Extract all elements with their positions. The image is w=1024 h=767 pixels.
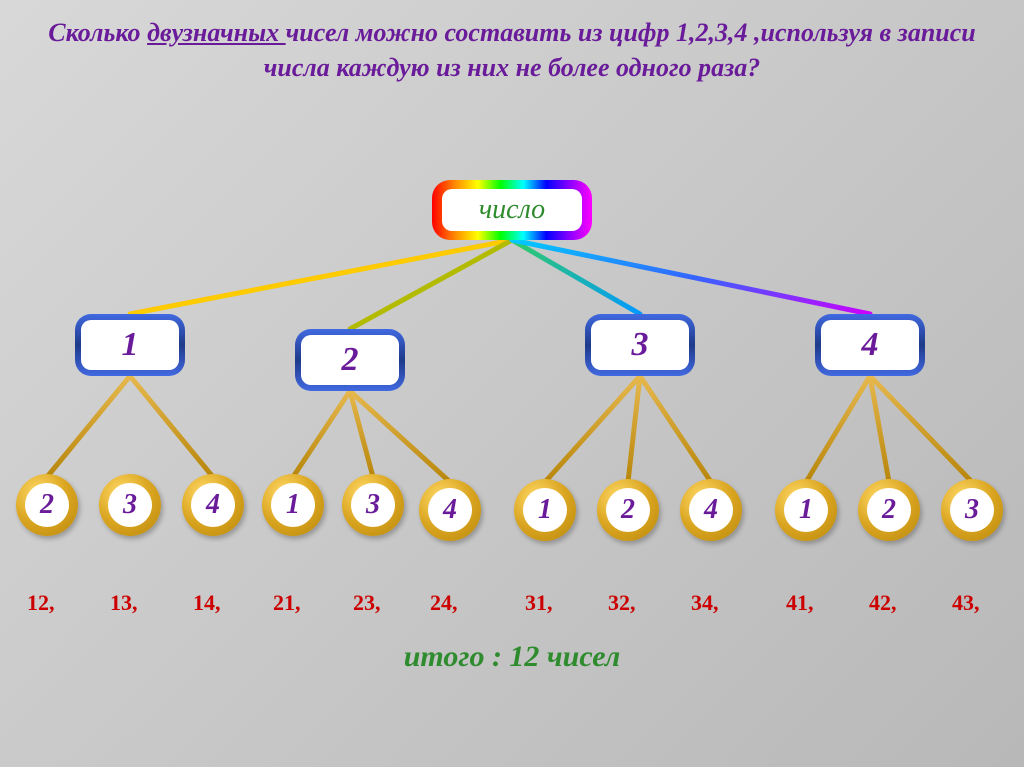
leaf-node: 3: [941, 479, 1003, 541]
leaf-node: 4: [680, 479, 742, 541]
leaf-node: 3: [342, 474, 404, 536]
leaf-node: 2: [16, 474, 78, 536]
leaf-label: 4: [428, 488, 472, 532]
leaf-node: 4: [182, 474, 244, 536]
leaf-label: 4: [689, 488, 733, 532]
result-number: 21,: [273, 590, 301, 616]
leaf-label: 1: [523, 488, 567, 532]
result-number: 42,: [869, 590, 897, 616]
result-number: 31,: [525, 590, 553, 616]
leaf-label: 1: [271, 483, 315, 527]
result-number: 24,: [430, 590, 458, 616]
level1-node-2: 2: [295, 329, 405, 391]
total-label: итого : 12 чисел: [404, 640, 621, 674]
level1-label: 1: [81, 320, 179, 370]
result-number: 43,: [952, 590, 980, 616]
level1-label: 2: [301, 335, 399, 385]
leaf-label: 4: [191, 483, 235, 527]
leaf-node: 3: [99, 474, 161, 536]
leaf-label: 2: [25, 483, 69, 527]
leaf-node: 1: [775, 479, 837, 541]
title-post: чисел можно составить из цифр 1,2,3,4 ,и…: [264, 18, 976, 82]
result-number: 13,: [110, 590, 138, 616]
result-number: 12,: [27, 590, 55, 616]
root-label: число: [442, 189, 582, 231]
leaf-node: 1: [262, 474, 324, 536]
leaf-label: 2: [867, 488, 911, 532]
title-underlined: двузначных: [147, 18, 286, 47]
leaf-node: 1: [514, 479, 576, 541]
result-number: 41,: [786, 590, 814, 616]
leaf-node: 2: [858, 479, 920, 541]
leaf-label: 3: [351, 483, 395, 527]
leaf-label: 2: [606, 488, 650, 532]
result-number: 14,: [193, 590, 221, 616]
result-number: 23,: [353, 590, 381, 616]
level1-node-1: 1: [75, 314, 185, 376]
title-pre: Сколько: [48, 18, 147, 47]
root-node: число: [432, 180, 592, 240]
leaf-node: 4: [419, 479, 481, 541]
level1-label: 3: [591, 320, 689, 370]
leaf-node: 2: [597, 479, 659, 541]
level1-node-3: 3: [585, 314, 695, 376]
leaf-label: 3: [108, 483, 152, 527]
leaf-label: 3: [950, 488, 994, 532]
leaf-label: 1: [784, 488, 828, 532]
level1-label: 4: [821, 320, 919, 370]
question-title: Сколько двузначных чисел можно составить…: [0, 0, 1024, 90]
result-number: 34,: [691, 590, 719, 616]
level1-node-4: 4: [815, 314, 925, 376]
result-number: 32,: [608, 590, 636, 616]
